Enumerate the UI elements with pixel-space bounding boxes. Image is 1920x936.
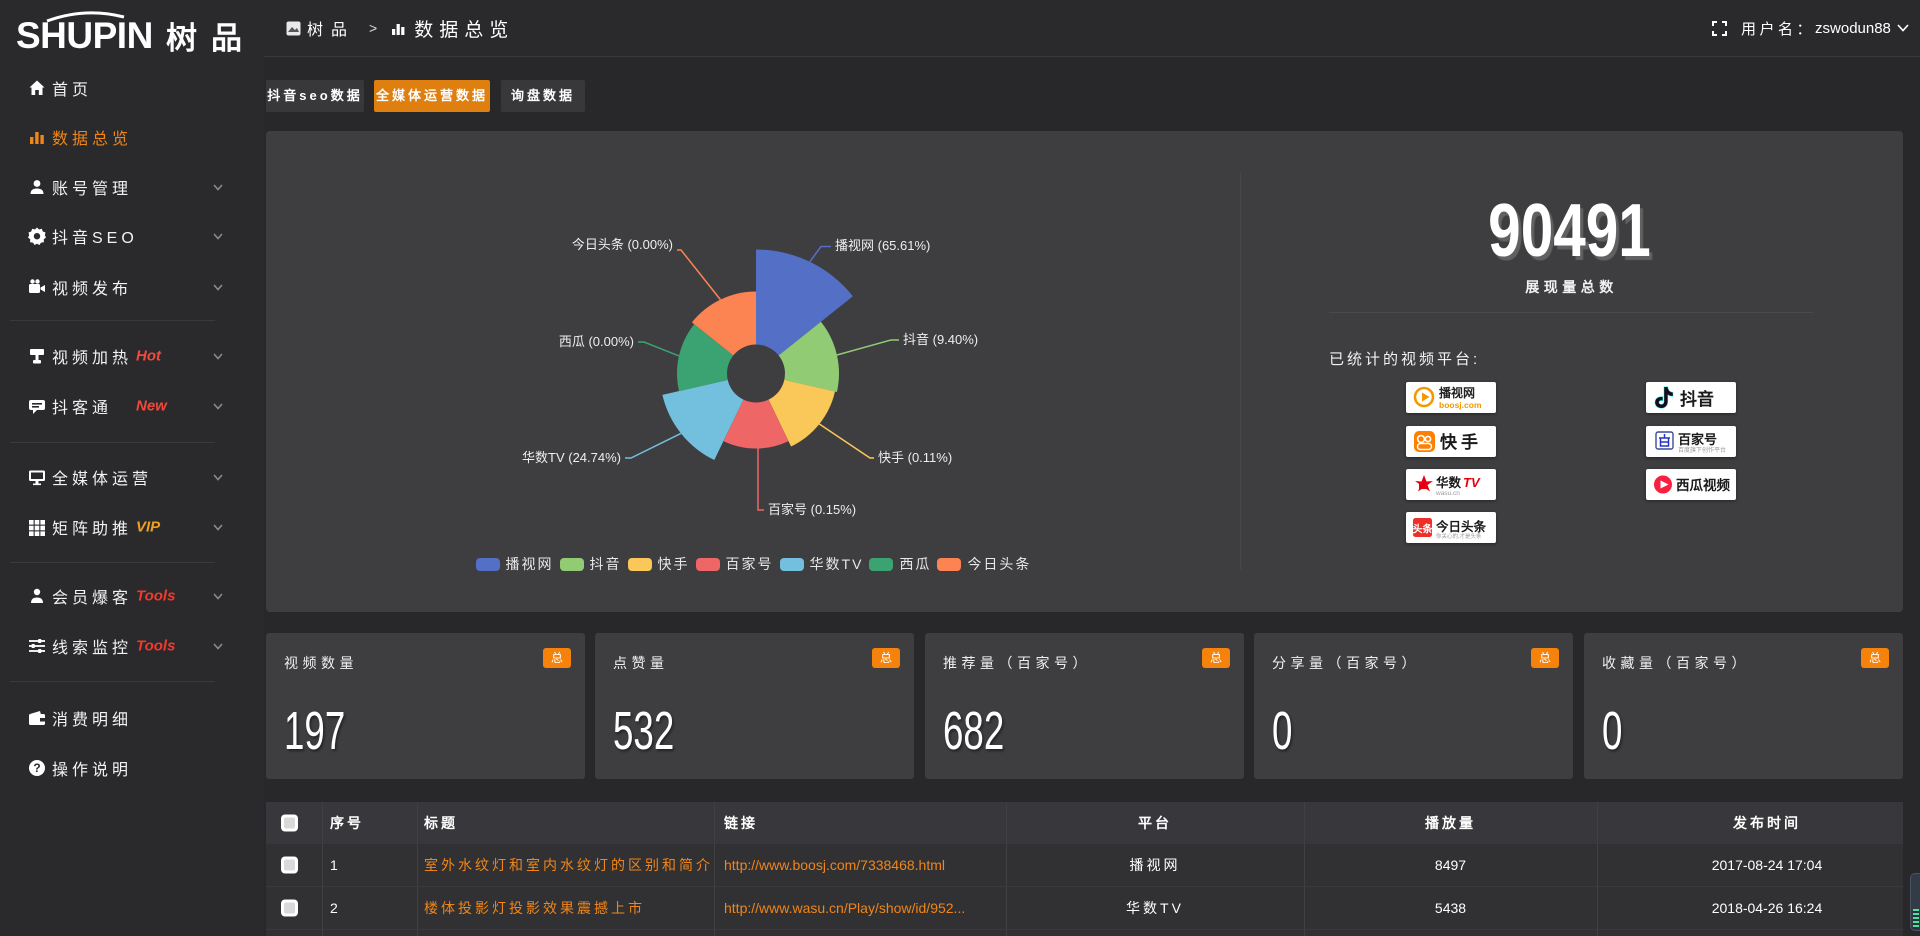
svg-text:播视网: 播视网 bbox=[1439, 385, 1475, 400]
svg-text:你关心的,才是头条: 你关心的,才是头条 bbox=[1436, 532, 1482, 540]
svg-text:?: ? bbox=[33, 761, 40, 775]
svg-text:华数: 华数 bbox=[1436, 475, 1462, 490]
svg-text:boosj.com: boosj.com bbox=[1439, 400, 1482, 410]
svg-text:百家号: 百家号 bbox=[1678, 432, 1717, 447]
svg-text:抖音: 抖音 bbox=[1680, 389, 1714, 409]
svg-text:百家号 (0.15%): 百家号 (0.15%) bbox=[768, 502, 856, 517]
svg-text:今日头条: 今日头条 bbox=[1435, 519, 1487, 534]
svg-text:wasu.cn: wasu.cn bbox=[1435, 490, 1460, 497]
svg-text:SHUPIN: SHUPIN bbox=[16, 15, 153, 56]
svg-text:百度旗下创作平台: 百度旗下创作平台 bbox=[1678, 446, 1726, 454]
svg-text:抖音 (9.40%): 抖音 (9.40%) bbox=[903, 332, 978, 347]
svg-text:西瓜视频: 西瓜视频 bbox=[1676, 477, 1730, 493]
svg-text:播视网 (65.61%): 播视网 (65.61%) bbox=[835, 238, 930, 253]
svg-text:快手 (0.11%): 快手 (0.11%) bbox=[878, 450, 952, 465]
svg-text:TV: TV bbox=[1463, 475, 1481, 490]
svg-text:西瓜 (0.00%): 西瓜 (0.00%) bbox=[559, 334, 634, 349]
svg-text:树品: 树品 bbox=[166, 21, 256, 56]
svg-text:快手: 快手 bbox=[1440, 432, 1482, 452]
svg-text:华数TV (24.74%): 华数TV (24.74%) bbox=[522, 450, 621, 465]
svg-text:头条: 头条 bbox=[1413, 523, 1434, 536]
svg-text:今日头条 (0.00%): 今日头条 (0.00%) bbox=[572, 237, 673, 252]
